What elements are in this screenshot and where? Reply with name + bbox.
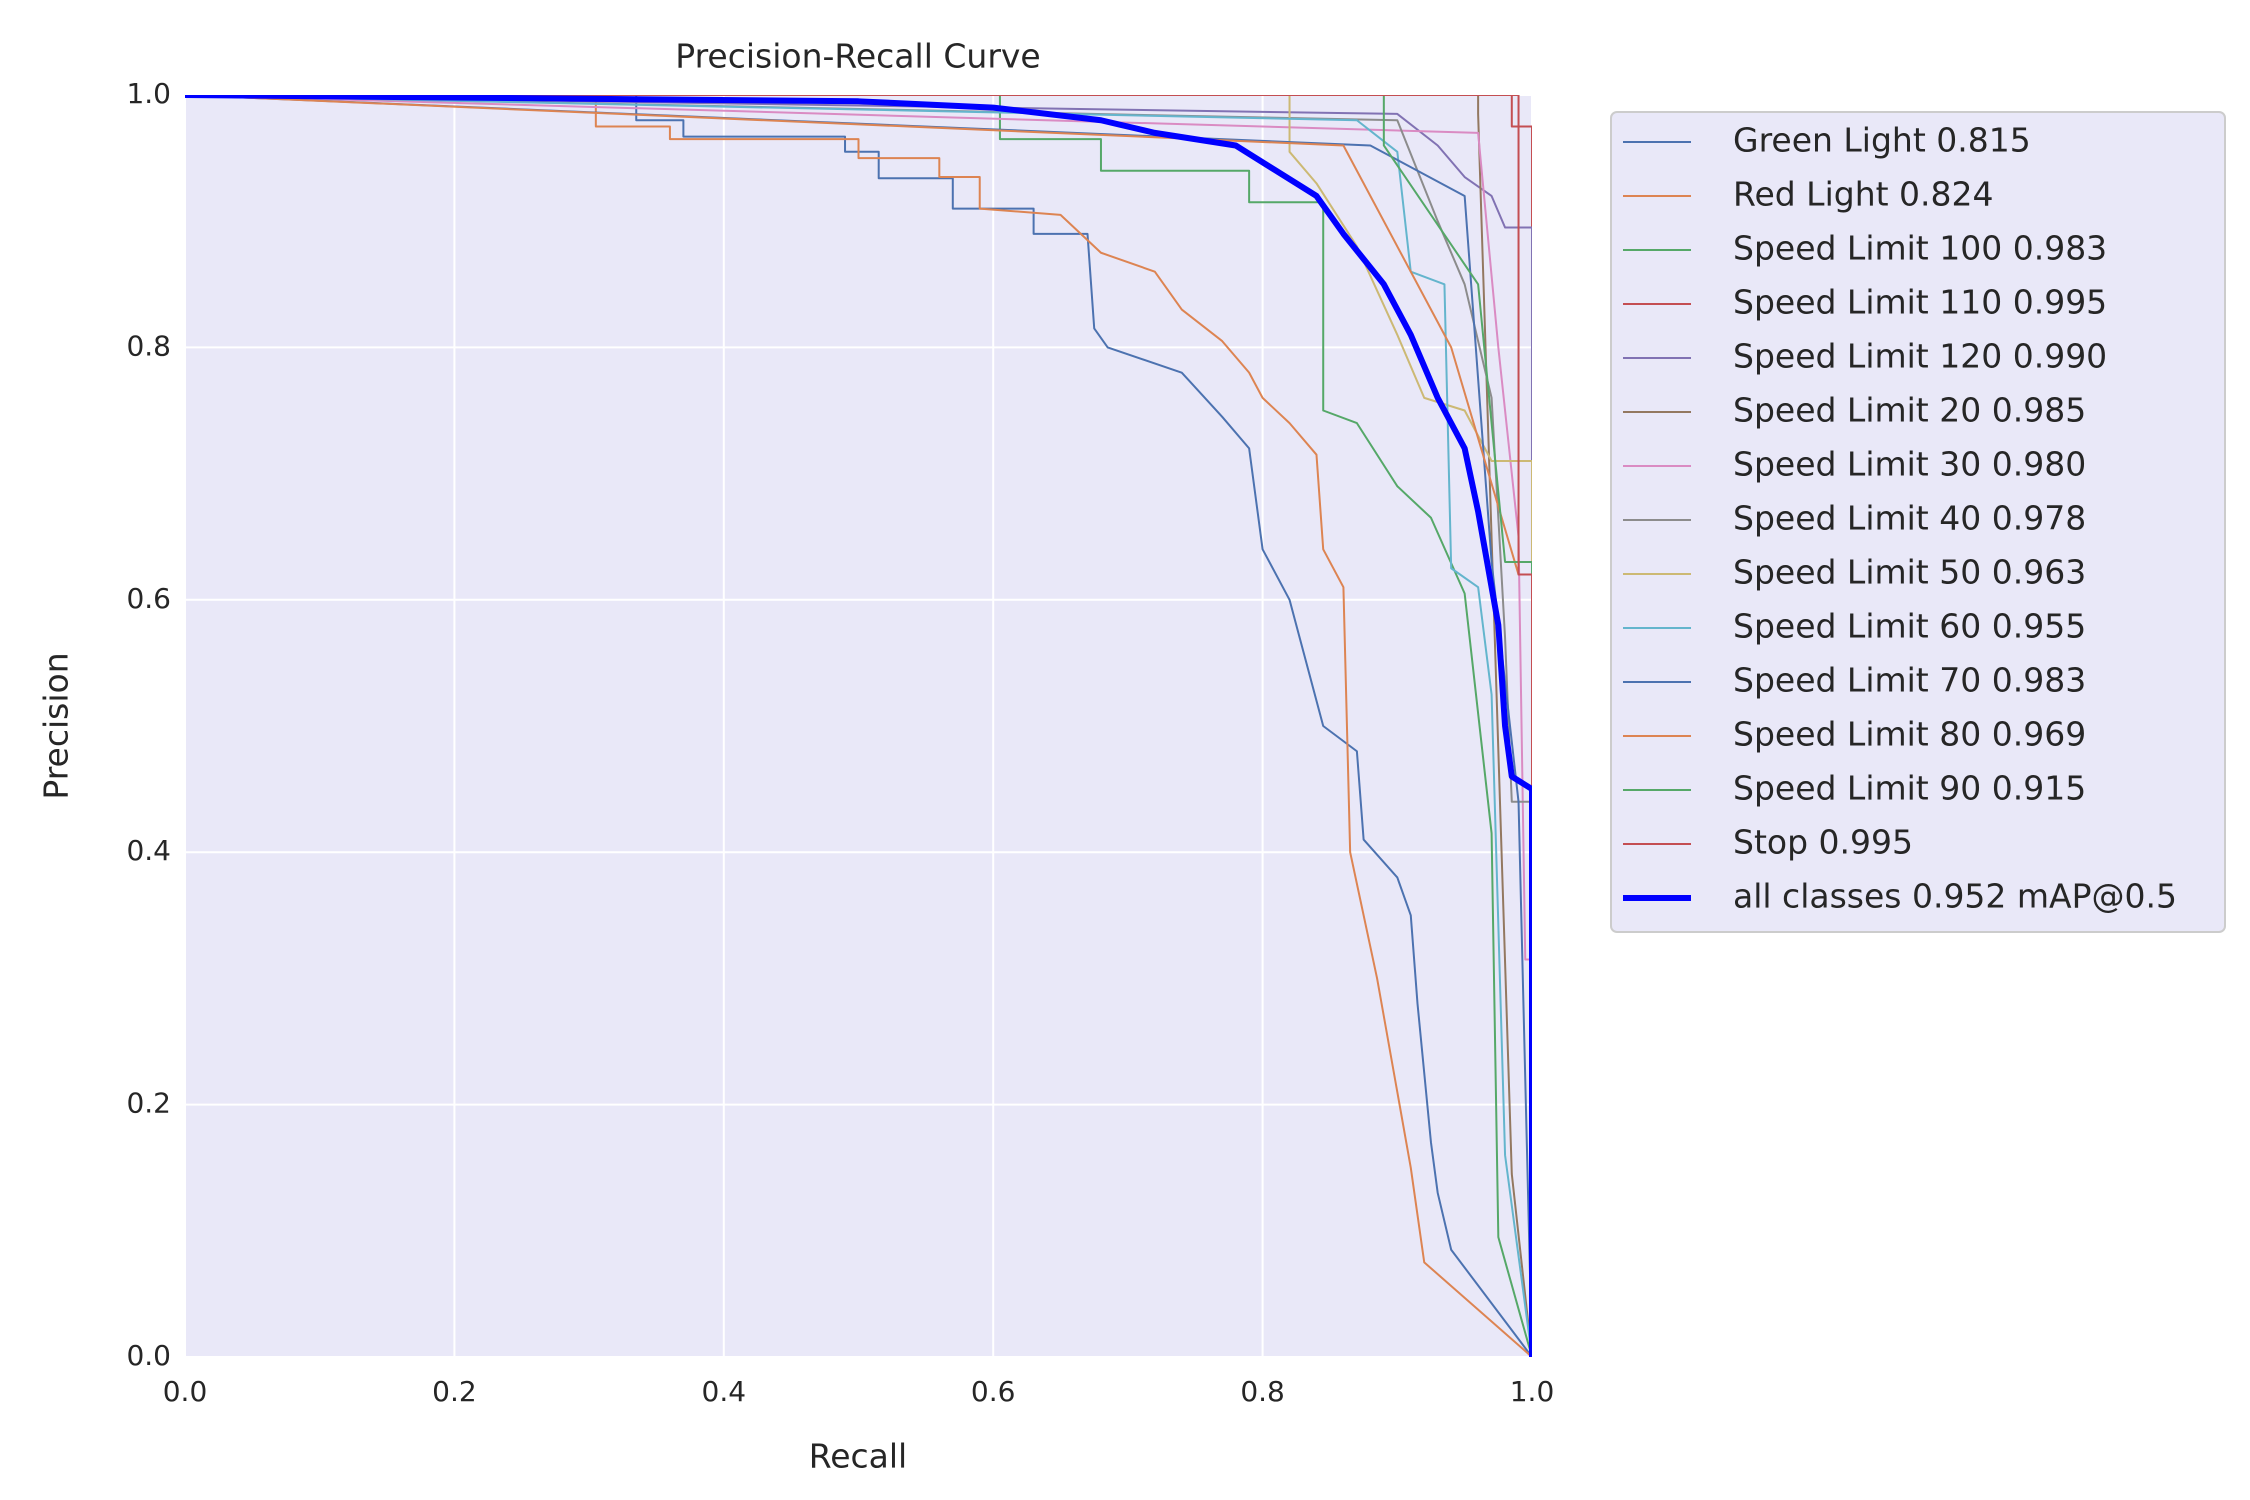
pr-curve (185, 95, 1532, 1357)
legend-label: Speed Limit 60 0.955 (1733, 607, 2086, 646)
legend-label: Speed Limit 100 0.983 (1733, 229, 2107, 268)
pr-curve (185, 95, 1532, 1357)
x-tick-label: 0.0 (163, 1375, 208, 1408)
legend-label: Speed Limit 30 0.980 (1733, 445, 2086, 484)
pr-curve (185, 95, 1532, 1357)
legend-label: Speed Limit 20 0.985 (1733, 391, 2086, 430)
pr-curve (185, 95, 1532, 1357)
y-tick-label: 1.0 (126, 77, 171, 110)
pr-curve (185, 95, 1532, 1357)
x-tick-label: 0.4 (702, 1375, 747, 1408)
legend-label: Speed Limit 90 0.915 (1733, 769, 2086, 808)
pr-curve (185, 95, 1532, 1357)
y-axis-label: Precision (37, 652, 76, 799)
legend-label: Speed Limit 110 0.995 (1733, 283, 2107, 322)
y-tick-label: 0.2 (126, 1087, 171, 1120)
pr-curve (185, 95, 1532, 1357)
chart-title: Precision-Recall Curve (675, 37, 1040, 76)
legend-label: Speed Limit 70 0.983 (1733, 661, 2086, 700)
legend-label: Red Light 0.824 (1733, 175, 1994, 214)
x-tick-label: 0.6 (971, 1375, 1016, 1408)
y-tick-label: 0.0 (126, 1339, 171, 1372)
x-axis-label: Recall (809, 1437, 907, 1476)
pr-curve (185, 95, 1532, 1357)
pr-curve (185, 95, 1532, 1357)
x-tick-label: 1.0 (1510, 1375, 1555, 1408)
pr-curve (185, 95, 1532, 1357)
legend-label: all classes 0.952 mAP@0.5 (1733, 877, 2177, 916)
legend-label: Speed Limit 50 0.963 (1733, 553, 2086, 592)
pr-curve (185, 95, 1532, 1357)
legend-label: Speed Limit 120 0.990 (1733, 337, 2107, 376)
plot-area (185, 95, 1532, 1357)
y-tick-label: 0.6 (126, 582, 171, 615)
x-tick-label: 0.2 (432, 1375, 477, 1408)
y-tick-label: 0.4 (126, 834, 171, 867)
legend-label: Stop 0.995 (1733, 823, 1913, 862)
pr-curve (185, 95, 1532, 1357)
y-tick-label: 0.8 (126, 329, 171, 362)
legend-label: Speed Limit 80 0.969 (1733, 715, 2086, 754)
legend-label: Speed Limit 40 0.978 (1733, 499, 2086, 538)
legend-label: Green Light 0.815 (1733, 121, 2031, 160)
legend-box (1610, 111, 2226, 933)
x-tick-label: 0.8 (1240, 1375, 1285, 1408)
